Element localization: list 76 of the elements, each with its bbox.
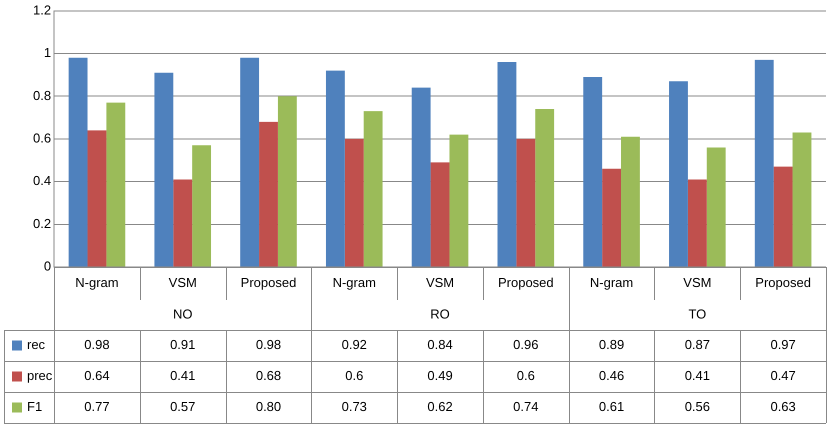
y-tick-label: 0 — [44, 258, 52, 274]
bar — [602, 168, 622, 266]
y-tick-label: 1 — [44, 45, 52, 60]
data-label: 0.73 — [342, 399, 367, 414]
bar — [412, 88, 431, 266]
bar — [68, 58, 88, 266]
data-label: 0.62 — [427, 399, 453, 414]
data-label: 0.92 — [342, 337, 367, 352]
data-label: 0.77 — [84, 399, 110, 414]
x-tick-label: Proposed — [498, 275, 554, 290]
data-label: 0.57 — [170, 399, 196, 414]
x-tick-label: N-gram — [590, 275, 634, 290]
x-tick-label: Proposed — [755, 275, 811, 290]
data-label: 0.74 — [513, 399, 538, 414]
data-label: 0.6 — [345, 368, 364, 384]
data-label: 0.68 — [256, 368, 282, 384]
legend-label: F1 — [27, 399, 42, 414]
bar — [430, 162, 450, 266]
data-label: 0.89 — [598, 337, 624, 352]
bar — [535, 109, 554, 266]
data-label: 0.46 — [598, 368, 624, 384]
data-label: 0.87 — [684, 337, 710, 352]
data-label: 0.64 — [84, 368, 110, 384]
bar — [173, 179, 192, 266]
x-tick-label: N-gram — [332, 275, 376, 290]
bar — [364, 111, 383, 266]
data-label: 0.91 — [170, 337, 196, 352]
bar — [106, 102, 126, 266]
y-tick-label: 0.2 — [32, 216, 52, 231]
bar — [154, 72, 174, 266]
y-tick-label: 0.8 — [32, 88, 52, 103]
bar — [259, 122, 278, 266]
bar — [344, 138, 364, 266]
data-label: 0.80 — [256, 399, 282, 414]
bar — [583, 76, 602, 266]
data-label: 0.84 — [427, 337, 453, 352]
bar — [688, 179, 707, 266]
bar — [326, 70, 345, 266]
bar — [192, 145, 212, 266]
text: TO — [688, 306, 706, 322]
data-label: 0.41 — [684, 368, 710, 384]
x-tick-label: VSM — [168, 275, 197, 290]
bar — [669, 81, 688, 266]
data-label: 0.61 — [598, 399, 624, 414]
data-label: 0.97 — [770, 337, 796, 352]
y-tick-label: 0.4 — [32, 173, 52, 188]
bar — [516, 138, 536, 266]
bar — [754, 60, 774, 266]
x-tick-label: VSM — [683, 275, 712, 290]
data-label: 0.6 — [516, 368, 535, 384]
legend-label: rec — [27, 337, 46, 352]
text: NO — [172, 306, 192, 322]
bar — [240, 58, 260, 266]
bar — [792, 132, 812, 266]
data-label: 0.63 — [770, 399, 796, 414]
data-label: 0.98 — [256, 337, 282, 352]
x-tick-label: Proposed — [240, 275, 296, 290]
bar — [774, 166, 793, 266]
bar — [88, 130, 106, 266]
x-tick-label: N-gram — [75, 275, 119, 290]
bar — [706, 147, 726, 266]
y-tick-label: 1.2 — [32, 2, 52, 18]
data-label: 0.47 — [770, 368, 796, 384]
bar — [449, 134, 468, 266]
bar — [621, 136, 640, 266]
text: RO — [430, 306, 450, 322]
data-label: 0.96 — [513, 337, 538, 352]
bar — [278, 96, 297, 266]
x-tick-label: VSM — [426, 275, 454, 290]
bar — [498, 62, 516, 266]
y-tick-label: 0.6 — [32, 130, 52, 146]
data-label: 0.49 — [427, 368, 453, 384]
data-label: 0.56 — [684, 399, 710, 414]
data-label: 0.41 — [170, 368, 196, 384]
legend-label: prec — [27, 368, 53, 384]
data-label: 0.98 — [84, 337, 110, 352]
